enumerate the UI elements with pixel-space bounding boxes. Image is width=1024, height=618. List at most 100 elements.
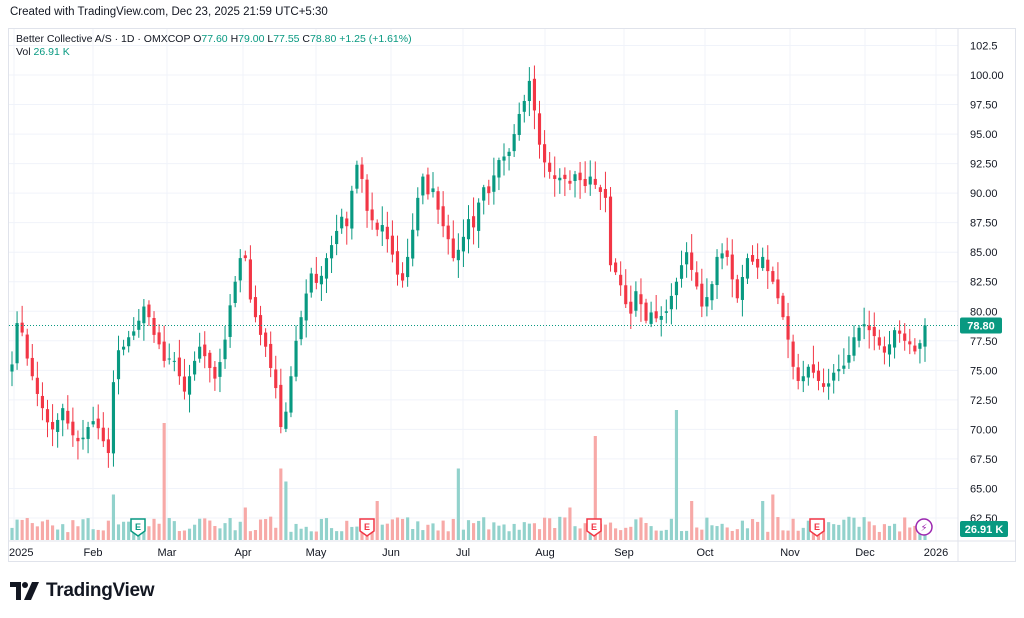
candle-body bbox=[223, 339, 227, 360]
volume-bar bbox=[791, 518, 795, 540]
volume-bar bbox=[264, 519, 268, 540]
candle-body bbox=[111, 382, 116, 454]
candle-body bbox=[532, 78, 537, 111]
dividend-event-label: E bbox=[135, 522, 141, 532]
chart-legend: Better Collective A/S · 1D · OMXCOP O77.… bbox=[16, 32, 412, 46]
candle-body bbox=[507, 151, 511, 157]
candle-body bbox=[548, 162, 552, 172]
volume-bar bbox=[461, 529, 466, 540]
candle-body bbox=[370, 209, 374, 221]
candle-body bbox=[923, 325, 927, 347]
volume-bar bbox=[111, 494, 116, 540]
y-tick-label: 87.50 bbox=[970, 218, 998, 230]
candle-body bbox=[558, 177, 562, 181]
candle-body bbox=[573, 174, 577, 182]
volume-bar bbox=[76, 526, 80, 540]
y-tick-label: 80.00 bbox=[970, 306, 998, 318]
candle-body bbox=[685, 252, 689, 265]
tradingview-logo-text: TradingView bbox=[46, 580, 155, 601]
candle-body bbox=[659, 315, 663, 320]
volume-bar bbox=[66, 532, 70, 540]
last-price-badge-text: 78.80 bbox=[967, 320, 995, 332]
volume-bar bbox=[608, 522, 613, 540]
volume-bar bbox=[243, 507, 247, 540]
candle-body bbox=[487, 186, 491, 194]
volume-bar bbox=[233, 530, 237, 540]
volume-bar bbox=[122, 521, 126, 540]
volume-bar bbox=[446, 531, 450, 540]
volume-bar bbox=[573, 526, 577, 540]
volume-bar bbox=[842, 519, 846, 540]
candle-body bbox=[390, 235, 394, 255]
volume-bar bbox=[532, 523, 537, 540]
volume-bar bbox=[162, 423, 166, 540]
legend-open-label: O bbox=[193, 33, 202, 45]
candle-body bbox=[517, 113, 521, 135]
candle-body bbox=[198, 346, 202, 359]
candle-body bbox=[91, 421, 95, 425]
earnings-event-icon bbox=[359, 518, 375, 537]
earnings-event-label: E bbox=[591, 522, 597, 532]
volume-bar bbox=[482, 517, 486, 540]
candle-body bbox=[167, 358, 171, 360]
candle-body bbox=[477, 202, 481, 231]
volume-bar bbox=[152, 518, 156, 540]
volume-bar bbox=[279, 468, 283, 540]
x-tick-label: Aug bbox=[535, 547, 555, 559]
volume-bar bbox=[91, 529, 95, 540]
candle-body bbox=[329, 245, 334, 259]
candle-body bbox=[299, 317, 303, 340]
volume-bar bbox=[400, 518, 405, 540]
candle-body bbox=[284, 411, 288, 429]
volume-bar bbox=[507, 531, 511, 540]
volume-bar bbox=[593, 436, 597, 540]
volume-bar bbox=[471, 523, 476, 540]
volume-bar bbox=[903, 517, 907, 540]
legend-high-label: H bbox=[230, 33, 239, 45]
candle-body bbox=[776, 279, 780, 299]
volume-bar bbox=[431, 523, 435, 540]
volume-bar bbox=[350, 526, 354, 540]
x-tick-label: Oct bbox=[696, 547, 713, 559]
candle-body bbox=[827, 383, 831, 387]
volume-bar bbox=[25, 518, 29, 540]
y-tick-label: 85.00 bbox=[970, 247, 998, 259]
candle-body bbox=[887, 344, 892, 355]
volume-bar bbox=[583, 523, 587, 540]
candle-body bbox=[725, 250, 729, 257]
volume-bar bbox=[172, 521, 176, 540]
volume-bar bbox=[86, 518, 90, 540]
volume-bar bbox=[563, 517, 567, 540]
volume-bar bbox=[614, 528, 618, 540]
volume-bar bbox=[340, 531, 344, 540]
candle-body bbox=[583, 178, 587, 187]
candle-body bbox=[172, 360, 176, 362]
candle-body bbox=[624, 285, 628, 305]
volume-bar bbox=[619, 530, 623, 540]
volume-bar bbox=[735, 529, 739, 540]
volume-bar bbox=[477, 520, 481, 540]
volume-bar bbox=[913, 525, 917, 540]
candle-body bbox=[248, 259, 252, 300]
earnings-event-label: E bbox=[364, 522, 370, 532]
candle-body bbox=[385, 226, 389, 240]
volume-bar bbox=[857, 526, 861, 540]
candle-body bbox=[598, 187, 602, 192]
volume-bar bbox=[497, 525, 501, 540]
candle-body bbox=[867, 325, 871, 331]
tradingview-logo[interactable]: TradingView bbox=[10, 580, 155, 602]
candle-body bbox=[365, 179, 369, 211]
volume-bar bbox=[167, 518, 171, 540]
candle-body bbox=[258, 315, 263, 335]
volume-bar bbox=[101, 530, 105, 540]
candle-body bbox=[106, 439, 110, 454]
candle-body bbox=[157, 332, 161, 345]
candle-body bbox=[492, 175, 496, 192]
volume-bar bbox=[756, 521, 760, 540]
candle-body bbox=[51, 421, 55, 430]
candle-body bbox=[502, 156, 506, 161]
volume-bar bbox=[543, 517, 547, 540]
candle-body bbox=[750, 255, 755, 262]
candle-body bbox=[796, 367, 800, 381]
